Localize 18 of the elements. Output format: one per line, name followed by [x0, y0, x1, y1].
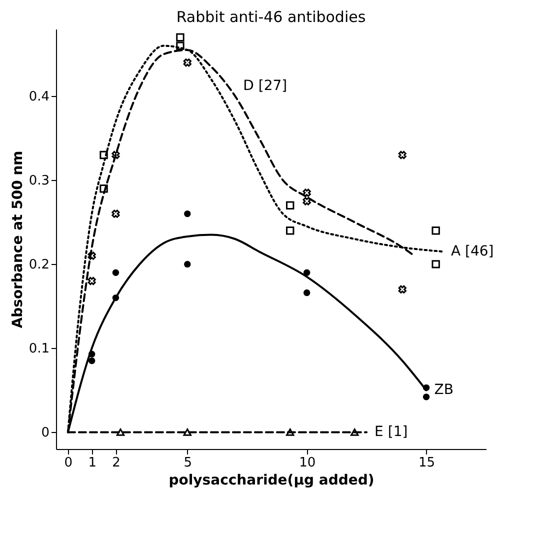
- x-axis-title: polysaccharide(μg added): [168, 472, 374, 488]
- y-tick-label: 0.1: [28, 342, 50, 357]
- x-tick-label: 2: [112, 456, 120, 470]
- x-tick-label: 10: [299, 456, 316, 470]
- y-tick-label: 0.3: [28, 174, 50, 189]
- x-tick-label: 0: [64, 456, 73, 470]
- y-tick-label: 0.4: [28, 90, 50, 105]
- y-axis-title: Absorbance at 500 nm: [10, 150, 26, 328]
- x-tick-label: 15: [418, 456, 436, 470]
- chart-title: Rabbit anti-46 antibodies: [176, 8, 366, 26]
- series-label: ZB: [434, 382, 454, 398]
- y-tick-label: 0.2: [28, 258, 50, 273]
- x-tick-label: 1: [88, 456, 96, 470]
- series-label: E [1]: [374, 424, 408, 440]
- y-tick-label: 0: [41, 426, 50, 441]
- x-tick-label: 5: [184, 456, 192, 470]
- series-label: D [27]: [243, 78, 288, 94]
- series-label: A [46]: [451, 244, 494, 260]
